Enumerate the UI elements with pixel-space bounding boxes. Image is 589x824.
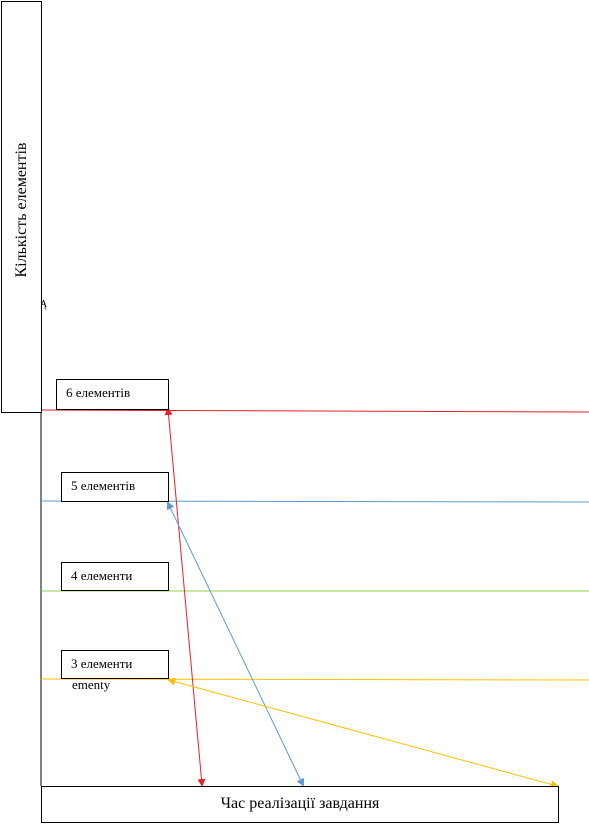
level-label-4: 4 елементи [61, 562, 169, 591]
level-label-5: 5 елементів [61, 472, 169, 502]
level-line-6 [40, 409, 589, 413]
level-line-3 [40, 678, 589, 681]
stray-text: ementy [72, 677, 111, 692]
y-axis-label: Кількість елементів [13, 142, 30, 278]
arrow-5 [166, 501, 305, 787]
x-axis-label: Час реалізації завдання [41, 786, 559, 823]
level-label-6: 6 елементів [56, 379, 169, 410]
level-label-3: 3 елементи [61, 650, 169, 679]
stray-mark: Ą [40, 299, 48, 310]
y-axis-label-box: Кількість елементів [1, 1, 42, 413]
arrow-6 [164, 407, 206, 787]
arrow-3 [167, 677, 559, 789]
